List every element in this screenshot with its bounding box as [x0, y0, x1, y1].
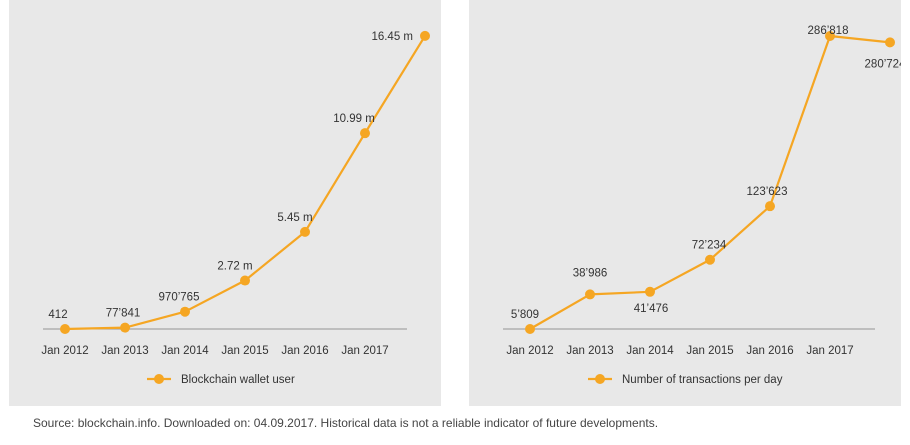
wallet-user-chart: Jan 2012 Jan 2013 Jan 2014 Jan 2015 Jan 2016…: [41, 30, 430, 386]
data-point: [825, 31, 835, 41]
data-point: [300, 226, 310, 237]
x-tick-label: Jan 2012: [506, 345, 553, 357]
x-tick-label: Jan 2016: [746, 345, 793, 357]
legend-label: Blockchain wallet user: [181, 374, 295, 386]
data-point: [525, 324, 535, 334]
data-point: [180, 306, 190, 317]
data-label: 38’986: [573, 267, 608, 279]
data-label: 412: [48, 309, 67, 321]
data-label: 77’841: [106, 308, 141, 320]
data-label: 10.99 m: [333, 113, 375, 125]
wallet-user-chart-panel: Jan 2012 Jan 2013 Jan 2014 Jan 2015 Jan 2016…: [9, 0, 441, 406]
x-tick-label: Jan 2015: [686, 345, 733, 357]
data-point: [645, 286, 655, 297]
legend-marker: [154, 374, 164, 384]
data-point: [705, 254, 715, 265]
data-point: [585, 289, 595, 300]
data-point: [885, 37, 895, 48]
x-tick-label: Jan 2015: [221, 345, 268, 357]
data-point: [360, 128, 370, 139]
x-tick-label: Jan 2012: [41, 345, 88, 357]
legend-label: Number of transactions per day: [622, 374, 783, 386]
x-tick-label: Jan 2017: [806, 345, 853, 357]
data-point: [240, 275, 250, 286]
data-point: [420, 30, 430, 41]
data-label: 41’476: [634, 303, 669, 315]
data-label: 2.72 m: [217, 261, 252, 273]
data-label: 280’724: [865, 58, 901, 70]
x-tick-label: Jan 2013: [101, 345, 148, 357]
x-tick-label: Jan 2016: [281, 345, 328, 357]
transactions-chart-panel: Jan 2012 Jan 2013 Jan 2014 Jan 2015 Jan 2016…: [469, 0, 901, 406]
data-point: [120, 322, 130, 333]
data-label: 970’765: [159, 292, 200, 304]
data-label: 286’818: [808, 25, 849, 37]
data-label: 16.45 m: [371, 31, 413, 43]
data-label: 5’809: [511, 309, 539, 321]
data-label: 123’623: [747, 186, 788, 198]
series-line: [529, 34, 891, 330]
x-tick-label: Jan 2014: [161, 345, 209, 357]
transactions-chart: Jan 2012 Jan 2013 Jan 2014 Jan 2015 Jan 2016…: [503, 25, 901, 386]
x-tick-label: Jan 2013: [566, 345, 613, 357]
data-point: [60, 323, 70, 334]
data-point: [765, 201, 775, 212]
source-note: Source: blockchain.info. Downloaded on: …: [33, 416, 659, 430]
legend-marker: [595, 374, 605, 384]
data-label: 5.45 m: [277, 212, 312, 224]
x-tick-label: Jan 2017: [341, 345, 388, 357]
x-tick-label: Jan 2014: [626, 345, 674, 357]
data-label: 72’234: [692, 240, 727, 252]
